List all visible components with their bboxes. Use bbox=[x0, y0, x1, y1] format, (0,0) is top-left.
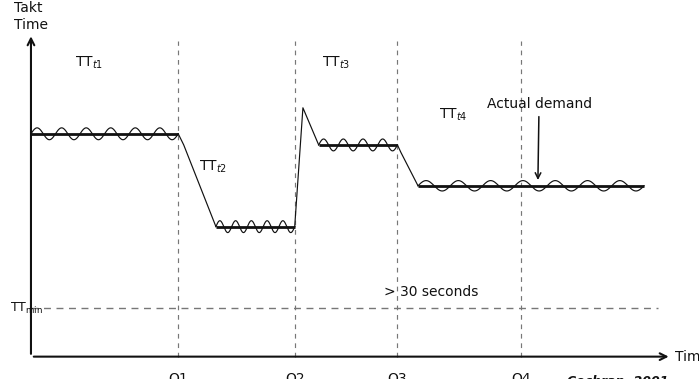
Text: TT$_{t2}$: TT$_{t2}$ bbox=[199, 158, 227, 175]
Text: TT$_{t3}$: TT$_{t3}$ bbox=[322, 54, 350, 70]
Text: Takt
Time: Takt Time bbox=[14, 2, 48, 32]
Text: Q4: Q4 bbox=[511, 371, 531, 379]
Text: Q1: Q1 bbox=[168, 371, 188, 379]
Text: Time: Time bbox=[675, 350, 699, 363]
Text: TT$_{\mathrm{min}}$: TT$_{\mathrm{min}}$ bbox=[10, 301, 43, 316]
Text: TT$_{t4}$: TT$_{t4}$ bbox=[438, 106, 467, 123]
Text: > 30 seconds: > 30 seconds bbox=[384, 285, 478, 299]
Text: Actual demand: Actual demand bbox=[487, 97, 591, 179]
Text: Q2: Q2 bbox=[285, 371, 305, 379]
Text: TT$_{t1}$: TT$_{t1}$ bbox=[75, 54, 103, 70]
Text: Q3: Q3 bbox=[388, 371, 408, 379]
Text: Cochran, 2001: Cochran, 2001 bbox=[566, 375, 668, 379]
